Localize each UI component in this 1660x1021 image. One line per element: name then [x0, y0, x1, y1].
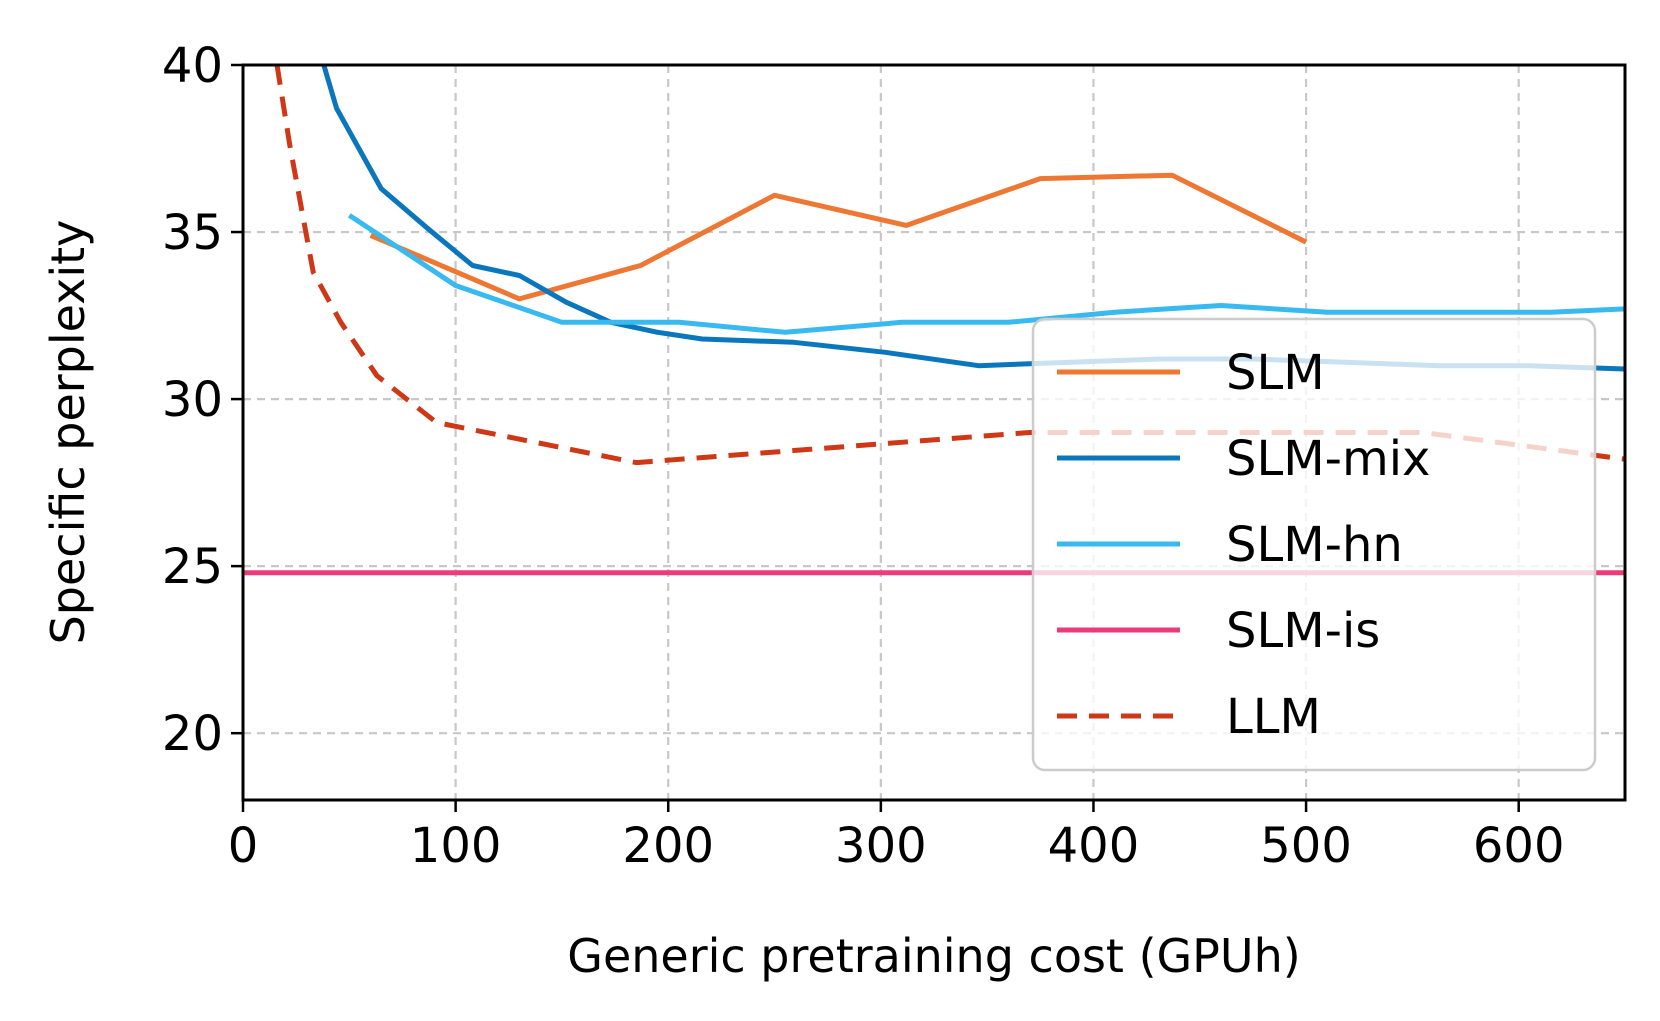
y-axis-label: Specific perplexity [41, 220, 95, 645]
axis-ticks: 0 100 200 300 400 500 600 20 25 30 35 40 [162, 38, 1565, 874]
x-tick-label: 500 [1260, 818, 1352, 874]
plot-frame [241, 63, 1627, 802]
x-axis-label: Generic pretraining cost (GPUh) [567, 929, 1300, 983]
legend: SLM SLM-mix SLM-hn SLM-is LLM [1031, 317, 1597, 772]
y-tick-label: 40 [162, 38, 223, 94]
x-tick-label: 600 [1473, 818, 1565, 874]
legend-label-slm-mix: SLM-mix [1226, 431, 1430, 487]
x-tick-label: 400 [1048, 818, 1140, 874]
y-tick-label: 30 [162, 372, 223, 428]
x-tick-label: 0 [228, 818, 259, 874]
y-tick-label: 25 [162, 539, 223, 595]
x-tick-label: 200 [622, 818, 714, 874]
legend-label-slm-hn: SLM-hn [1226, 517, 1403, 573]
series-line-slm [369, 172, 1308, 302]
series-line-slm-hn [347, 213, 1625, 335]
x-tick-label: 100 [410, 818, 502, 874]
x-tick-label: 300 [835, 818, 927, 874]
legend-label-slm: SLM [1226, 345, 1325, 401]
legend-label-llm: LLM [1226, 689, 1321, 745]
legend-label-slm-is: SLM-is [1226, 603, 1380, 659]
legend-box [1031, 317, 1597, 772]
y-tick-label: 20 [162, 706, 223, 762]
y-tick-label: 35 [162, 205, 223, 261]
